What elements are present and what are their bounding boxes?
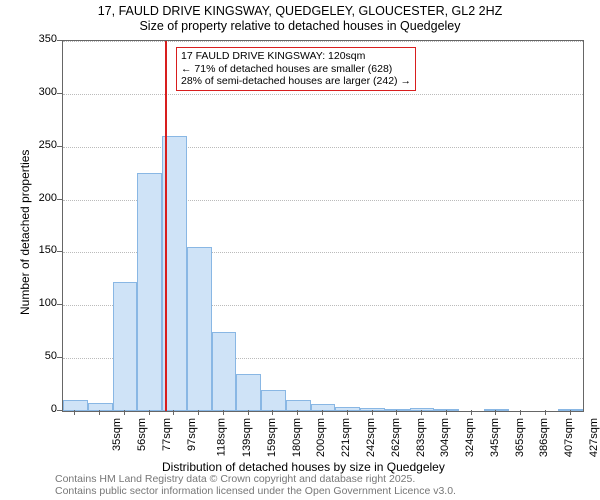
x-tick-label: 180sqm (291, 418, 303, 457)
y-tick-label: 350 (27, 33, 57, 45)
x-tick-mark (372, 410, 373, 415)
x-tick-label: 283sqm (415, 418, 427, 457)
x-tick-label: 200sqm (316, 418, 328, 457)
x-tick-mark (124, 410, 125, 415)
x-tick-label: 242sqm (365, 418, 377, 457)
x-tick-label: 97sqm (186, 418, 198, 451)
x-tick-label: 35sqm (111, 418, 123, 451)
x-tick-label: 427sqm (588, 418, 600, 457)
histogram-bar (558, 409, 583, 411)
x-tick-mark (520, 410, 521, 415)
y-tick-mark (57, 146, 62, 147)
y-tick-mark (57, 410, 62, 411)
x-tick-mark (570, 410, 571, 415)
y-tick-label: 200 (27, 192, 57, 204)
histogram-bar (360, 408, 385, 411)
y-tick-mark (57, 93, 62, 94)
x-tick-label: 407sqm (563, 418, 575, 457)
histogram-bar (236, 374, 261, 411)
annotation-line1: 17 FAULD DRIVE KINGSWAY: 120sqm (181, 50, 411, 63)
footer-line1: Contains HM Land Registry data © Crown c… (55, 473, 456, 486)
histogram-bar (434, 409, 459, 411)
x-tick-mark (99, 410, 100, 415)
x-tick-label: 77sqm (161, 418, 173, 451)
x-tick-label: 56sqm (136, 418, 148, 451)
x-tick-mark (149, 410, 150, 415)
y-tick-label: 300 (27, 86, 57, 98)
chart-container: 17, FAULD DRIVE KINGSWAY, QUEDGELEY, GLO… (0, 0, 600, 500)
annotation-box: 17 FAULD DRIVE KINGSWAY: 120sqm ← 71% of… (176, 47, 416, 91)
x-tick-label: 139sqm (241, 418, 253, 457)
histogram-bar (212, 332, 237, 411)
footer-line2: Contains public sector information licen… (55, 485, 456, 498)
x-tick-mark (545, 410, 546, 415)
x-tick-label: 262sqm (390, 418, 402, 457)
x-tick-mark (272, 410, 273, 415)
x-tick-label: 365sqm (514, 418, 526, 457)
x-tick-mark (396, 410, 397, 415)
y-axis-label: Number of detached properties (18, 150, 32, 315)
annotation-line3: 28% of semi-detached houses are larger (… (181, 75, 411, 88)
x-tick-label: 345sqm (489, 418, 501, 457)
bars-layer (63, 41, 583, 411)
x-tick-label: 324sqm (464, 418, 476, 457)
x-tick-mark (347, 410, 348, 415)
x-tick-mark (495, 410, 496, 415)
y-tick-label: 50 (27, 350, 57, 362)
x-tick-label: 159sqm (266, 418, 278, 457)
x-tick-mark (471, 410, 472, 415)
x-tick-label: 386sqm (538, 418, 550, 457)
histogram-bar (137, 173, 162, 411)
y-tick-label: 150 (27, 244, 57, 256)
plot-area (62, 40, 584, 412)
histogram-bar (63, 400, 88, 411)
x-tick-mark (198, 410, 199, 415)
x-tick-mark (322, 410, 323, 415)
y-tick-mark (57, 199, 62, 200)
y-tick-label: 100 (27, 297, 57, 309)
histogram-bar (187, 247, 212, 411)
x-tick-mark (297, 410, 298, 415)
x-tick-mark (421, 410, 422, 415)
x-tick-label: 118sqm (216, 418, 228, 456)
annotation-line2: ← 71% of detached houses are smaller (62… (181, 63, 411, 76)
histogram-bar (335, 407, 360, 411)
y-tick-mark (57, 40, 62, 41)
x-tick-label: 221sqm (340, 418, 352, 457)
y-tick-mark (57, 357, 62, 358)
histogram-bar (113, 282, 138, 411)
y-tick-label: 0 (27, 403, 57, 415)
y-tick-mark (57, 304, 62, 305)
chart-footer: Contains HM Land Registry data © Crown c… (55, 473, 456, 498)
chart-title: 17, FAULD DRIVE KINGSWAY, QUEDGELEY, GLO… (0, 4, 600, 34)
y-tick-label: 250 (27, 139, 57, 151)
x-tick-mark (173, 410, 174, 415)
marker-line (165, 41, 167, 411)
y-tick-mark (57, 251, 62, 252)
x-tick-mark (74, 410, 75, 415)
title-line1: 17, FAULD DRIVE KINGSWAY, QUEDGELEY, GLO… (0, 4, 600, 19)
histogram-bar (261, 390, 286, 411)
x-tick-mark (446, 410, 447, 415)
x-tick-mark (223, 410, 224, 415)
x-tick-label: 304sqm (439, 418, 451, 457)
title-line2: Size of property relative to detached ho… (0, 19, 600, 34)
x-tick-mark (248, 410, 249, 415)
